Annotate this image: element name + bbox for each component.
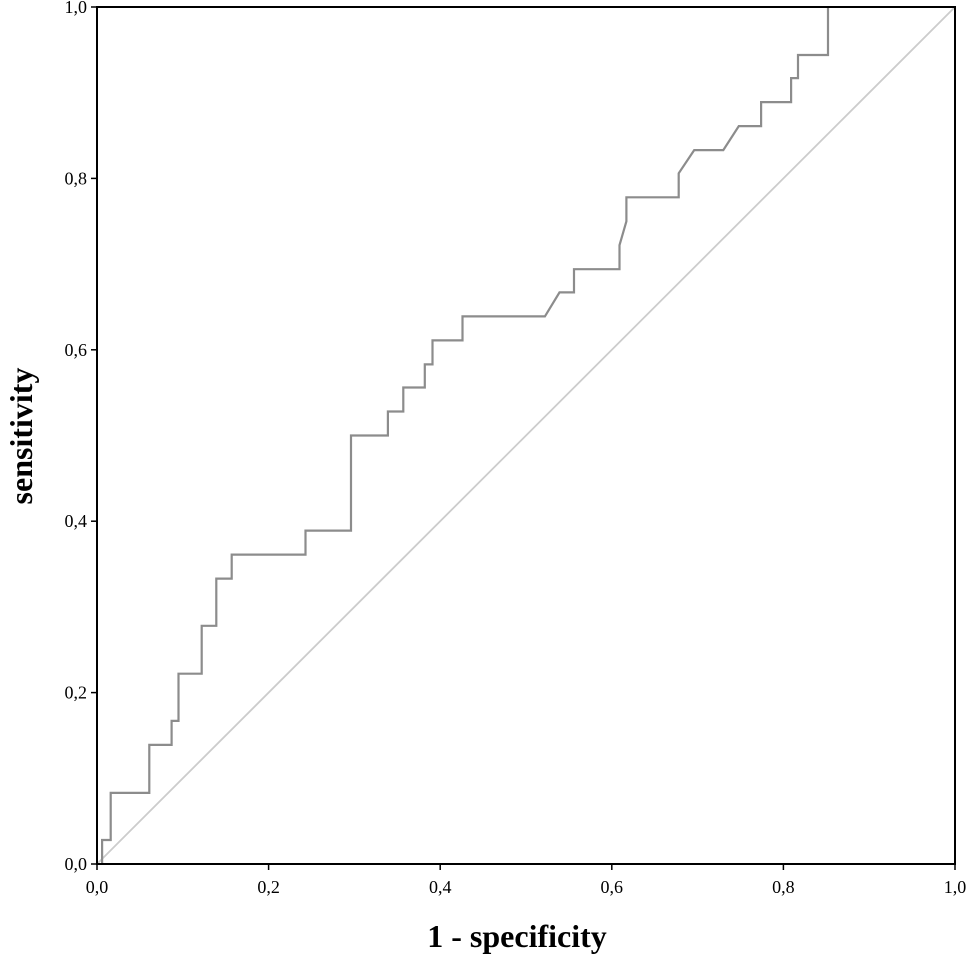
plot-area xyxy=(96,6,956,865)
y-tick-label: 0,8 xyxy=(65,168,88,188)
x-tick-label: 0,2 xyxy=(257,877,280,897)
y-tick-label: 1,0 xyxy=(65,0,88,17)
y-tick-label: 0,2 xyxy=(65,683,88,703)
y-axis-title: sensitivity xyxy=(3,368,39,505)
plot-frame xyxy=(96,6,956,865)
axes: 0,0 0,2 0,4 0,6 0,8 1,0 0,0 0,2 0,4 0,6 0,8 1,0 xyxy=(65,0,967,897)
x-tick-label: 0,6 xyxy=(601,877,624,897)
x-tick-label: 0,0 xyxy=(86,877,109,897)
y-tick-label: 0,4 xyxy=(65,511,88,531)
x-tick-label: 1,0 xyxy=(944,877,967,897)
reference-line xyxy=(96,6,956,865)
x-tick-label: 0,4 xyxy=(429,877,452,897)
y-tick-label: 0,0 xyxy=(65,854,88,874)
x-axis-title: 1 - specificity xyxy=(427,918,607,954)
y-tick-label: 0,6 xyxy=(65,340,88,360)
x-tick-label: 0,8 xyxy=(772,877,795,897)
roc-curve xyxy=(100,7,830,864)
